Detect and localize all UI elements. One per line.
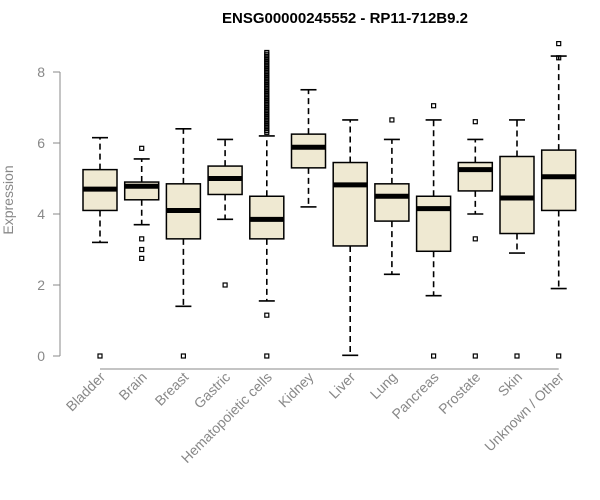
outlier-point [222,282,228,288]
x-category-label: Skin [495,369,526,400]
outlier-point [264,353,270,359]
x-category-label: Bladder [63,369,109,415]
outlier-point [139,145,145,151]
box-rect [415,195,452,253]
outlier-point [139,255,145,261]
box-group [165,128,202,359]
x-category-label: Kidney [275,369,317,411]
outlier-point [514,353,520,359]
box-group [123,145,160,261]
outlier-point [472,119,478,125]
box-rect [332,161,368,247]
x-category-label: Brain [115,369,149,403]
box-group [499,119,535,359]
outlier-point [556,40,562,47]
box-group [82,136,118,359]
box-group [457,119,494,359]
box-group [332,119,368,357]
y-tick-label: 6 [37,135,45,151]
outlier-point [97,353,103,359]
outlier-point [556,353,562,359]
outlier-point [472,353,478,359]
chart-title: ENSG00000245552 - RP11-712B9.2 [222,10,468,27]
outlier-point [264,312,270,318]
box-group [249,49,285,359]
outlier-point [472,236,478,242]
x-category-label: Unknown / Other [481,369,567,455]
box-group [374,117,410,276]
y-tick-label: 0 [37,348,45,364]
outlier-point [556,55,562,61]
x-category-label: Lung [367,369,400,402]
y-axis-label: Expression [0,165,16,234]
outlier-point [389,117,395,123]
box-rect [457,161,494,192]
axes: 0 2 4 6 8 [37,64,559,370]
outlier-point [139,246,145,253]
outlier-point [431,103,437,109]
box-group [415,103,452,359]
y-tick-label: 4 [37,206,45,222]
box-rect [290,133,327,169]
outlier-point [264,129,270,135]
box-group [207,138,243,288]
x-category-label: Breast [152,369,192,409]
outlier-point [431,353,437,359]
y-tick-label: 8 [37,64,45,80]
outlier-point [139,236,145,242]
box-group [540,40,577,359]
y-tick-label: 2 [37,277,45,293]
boxes-layer [82,40,577,359]
outlier-point [180,353,186,359]
x-category-label: Prostate [435,369,483,417]
box-group [290,88,327,208]
box-rect [540,149,577,212]
box-rect [374,183,410,222]
box-rect [499,155,535,235]
x-category-label: Liver [326,369,359,402]
